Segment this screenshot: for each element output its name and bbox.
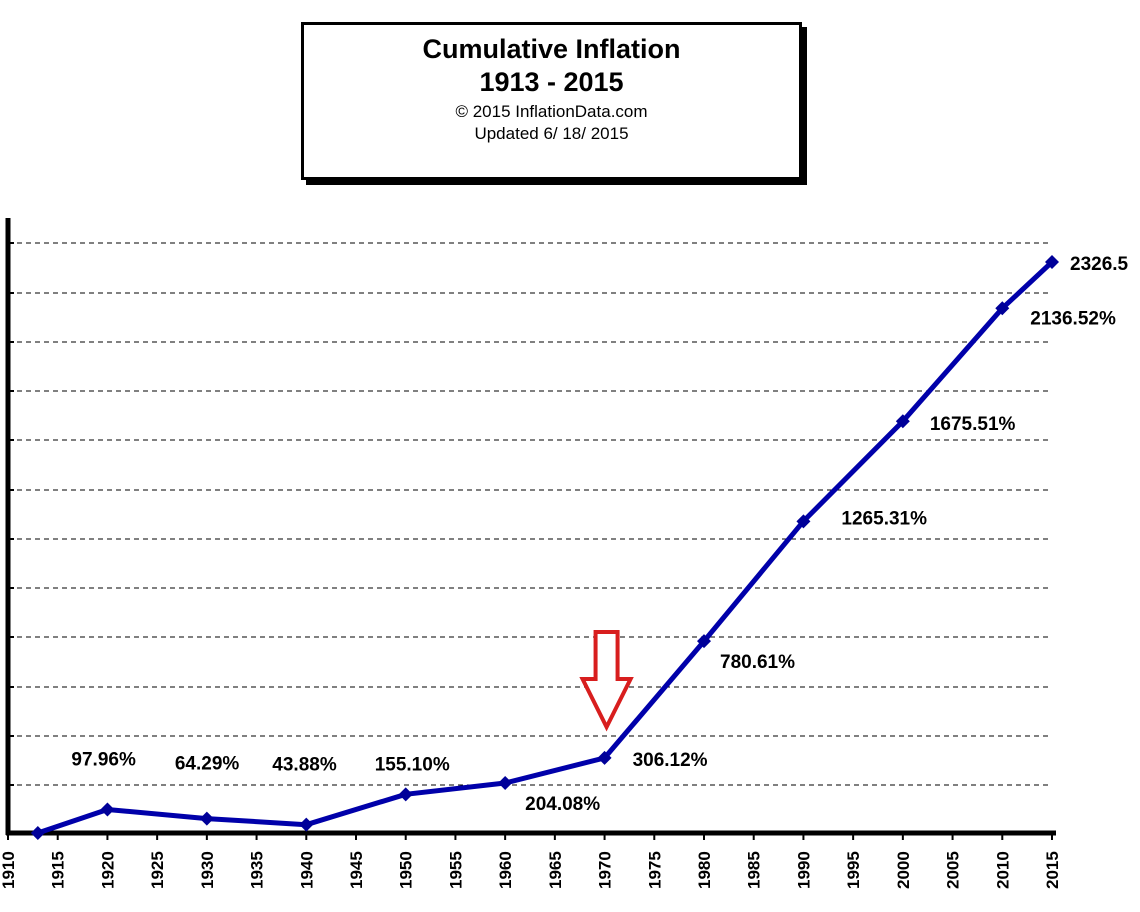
x-tick-label: 1995 <box>844 851 863 889</box>
data-series <box>30 255 1059 840</box>
x-tick-label: 2010 <box>993 851 1012 889</box>
data-label: 2326.5 <box>1070 254 1129 275</box>
annotations <box>579 630 634 732</box>
x-tick-label: 2000 <box>894 851 913 889</box>
gridlines <box>8 242 1052 786</box>
data-label: 155.10% <box>375 754 450 775</box>
data-label: 1675.51% <box>930 414 1016 435</box>
data-point-marker <box>100 802 115 817</box>
chart-subtitle: 1913 - 2015 <box>479 67 624 97</box>
data-point-marker <box>1045 255 1059 269</box>
x-axis-ticks: 1910 1915 1920 1925 1930 1935 1940 1945 1950 1955… <box>0 833 1062 889</box>
x-tick-label: 1970 <box>596 851 615 889</box>
data-label: 64.29% <box>175 754 240 775</box>
x-tick-label: 1920 <box>98 851 117 889</box>
x-tick-label: 1950 <box>397 851 416 889</box>
chart-title-box: Cumulative Inflation 1913 - 2015 © 2015 … <box>301 22 802 180</box>
chart-title: Cumulative Inflation <box>422 34 681 64</box>
x-tick-label: 2005 <box>944 851 963 889</box>
x-tick-label: 1940 <box>297 851 316 889</box>
data-point-marker <box>995 301 1010 316</box>
x-tick-label: 1935 <box>248 851 267 889</box>
x-tick-label: 1915 <box>49 851 68 889</box>
data-point-marker <box>199 811 214 826</box>
data-labels: 97.96% 64.29% 43.88% 155.10% 204.08% 306.12% 7… <box>71 254 1128 815</box>
down-arrow-icon <box>579 630 634 732</box>
data-point-marker <box>796 514 811 529</box>
data-point-marker <box>895 414 910 429</box>
data-point-marker <box>398 787 413 802</box>
copyright-text: © 2015 InflationData.com <box>455 102 648 121</box>
x-tick-label: 2015 <box>1043 851 1062 889</box>
x-tick-label: 1975 <box>645 851 664 889</box>
x-tick-label: 1990 <box>794 851 813 889</box>
series-line <box>37 260 1054 836</box>
x-tick-label: 1925 <box>148 851 167 889</box>
data-label: 1265.31% <box>841 508 927 529</box>
updated-date-text: Updated 6/ 18/ 2015 <box>474 124 629 143</box>
data-point-marker <box>697 634 711 649</box>
x-tick-label: 1945 <box>347 851 366 889</box>
x-tick-label: 1910 <box>0 851 18 889</box>
data-label: 204.08% <box>525 794 600 815</box>
x-tick-label: 1965 <box>546 851 565 889</box>
axes <box>5 218 1056 836</box>
x-tick-label: 1980 <box>695 851 714 889</box>
data-label: 780.61% <box>720 652 795 673</box>
data-label: 43.88% <box>272 755 337 776</box>
data-point-marker <box>597 750 612 765</box>
x-tick-label: 1955 <box>446 851 465 889</box>
data-point-marker <box>498 775 513 790</box>
data-point-marker <box>30 826 45 840</box>
data-label: 97.96% <box>71 749 136 770</box>
data-label: 2136.52% <box>1030 308 1116 329</box>
x-tick-label: 1960 <box>496 851 515 889</box>
data-point-marker <box>299 817 314 832</box>
x-tick-label: 1985 <box>745 851 764 889</box>
data-label: 306.12% <box>633 750 708 771</box>
x-tick-label: 1930 <box>198 851 217 889</box>
